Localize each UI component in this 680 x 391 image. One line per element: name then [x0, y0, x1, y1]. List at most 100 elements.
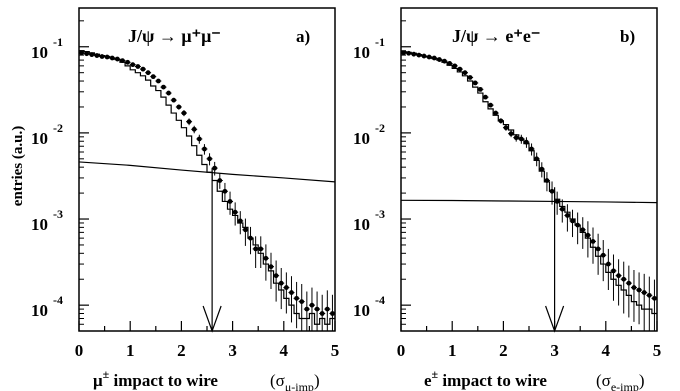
cut-arrow-head: [545, 305, 565, 333]
axis-ticks: [400, 20, 658, 331]
x-tick-label: 4: [602, 341, 611, 360]
x-axis-label: e± impact to wire: [424, 367, 547, 390]
data-point: [150, 74, 156, 80]
data-point: [406, 50, 412, 56]
data-point: [631, 285, 637, 290]
data-point: [94, 53, 100, 58]
data-point: [161, 84, 166, 90]
data-point: [565, 213, 570, 218]
data-point: [294, 295, 299, 301]
x-axis-label-superscript: ±: [103, 367, 110, 381]
data-point: [483, 94, 488, 100]
data-point: [109, 55, 115, 61]
data-point: [196, 136, 202, 142]
data-point: [605, 261, 611, 267]
data-point: [554, 199, 560, 204]
data-point: [621, 276, 627, 282]
x-axis-label-text: impact to wire: [438, 371, 547, 390]
panel-title: J/ψ → μ⁺μ⁻: [128, 26, 221, 46]
x-axis-unit-subscript: e-imp: [611, 380, 639, 391]
data-point: [202, 146, 207, 152]
y-tick-label-base: 10: [31, 129, 48, 148]
y-tick-label-base: 10: [353, 215, 370, 234]
background-curve: [78, 161, 336, 183]
x-tick-label: 3: [228, 341, 237, 360]
data-point: [212, 165, 218, 171]
data-point: [513, 135, 519, 141]
data-point: [324, 306, 330, 312]
x-tick-label: 4: [280, 341, 289, 360]
data-point: [600, 252, 606, 258]
data-point: [135, 64, 141, 69]
y-tick-label-base: 10: [31, 215, 48, 234]
background-curve: [400, 199, 658, 204]
x-tick-label: 5: [653, 341, 662, 360]
x-tick-label: 0: [397, 341, 406, 360]
panel-title: J/ψ → e⁺e⁻: [452, 26, 540, 46]
data-point: [457, 66, 463, 72]
y-axis-label: entries (a.u.): [10, 126, 26, 206]
y-tick-label-exponent: -4: [375, 293, 385, 307]
data-point: [273, 273, 279, 279]
cut-arrow: [545, 187, 565, 333]
data-point: [595, 246, 601, 252]
data-point: [243, 227, 248, 233]
data-point: [539, 166, 545, 172]
data-point: [155, 78, 161, 84]
y-tick-label-exponent: -1: [375, 35, 385, 49]
y-tick-labels: 10 -1 10 -2 10 -3 10 -4: [31, 35, 63, 320]
data-point: [237, 218, 243, 224]
data-point: [493, 110, 499, 116]
data-point: [467, 75, 473, 80]
data-point: [89, 52, 95, 58]
data-point: [575, 222, 581, 228]
data-point: [330, 311, 335, 316]
data-point: [125, 59, 131, 65]
data-point: [304, 306, 310, 312]
cut-arrow: [202, 168, 222, 333]
data-point: [411, 51, 417, 57]
data-point: [120, 58, 125, 64]
panel-b: 10 -1 10 -2 10 -3 10 -4 0 1 2 3 4 5 J/ψ → e⁺e⁻ b) e±…: [353, 7, 662, 391]
x-axis-unit: (σμ-imp): [270, 371, 320, 391]
axis-ticks: [78, 20, 336, 331]
data-point: [181, 110, 187, 116]
data-point: [140, 66, 146, 72]
panel-a: 10 -1 10 -2 10 -3 10 -4 0 1 2 3 4 5 J/ψ → μ⁺μ⁻ a) μ±…: [31, 7, 340, 391]
y-tick-label-base: 10: [31, 301, 48, 320]
x-tick-labels: 0 1 2 3 4 5: [75, 341, 340, 360]
data-point: [498, 118, 504, 124]
data-point: [426, 54, 432, 60]
data-point: [641, 290, 647, 295]
y-tick-label-exponent: -3: [53, 207, 63, 221]
data-point: [104, 54, 110, 60]
data-point: [176, 104, 182, 110]
x-axis-unit-subscript: μ-imp: [285, 380, 314, 391]
data-point: [263, 255, 269, 261]
background-curve-line: [400, 199, 658, 204]
data-point: [314, 306, 320, 312]
data-point: [115, 56, 120, 62]
data-point: [529, 146, 534, 152]
data-point: [488, 102, 493, 108]
data-point: [222, 188, 228, 194]
x-axis-label-text: impact to wire: [109, 371, 218, 390]
x-axis-unit-open: (σ: [596, 371, 611, 390]
data-point: [207, 156, 212, 162]
x-tick-label: 1: [448, 341, 457, 360]
data-point: [191, 126, 197, 132]
data-point: [503, 125, 509, 131]
data-point: [431, 55, 437, 61]
data-point: [452, 63, 458, 69]
data-point: [580, 227, 586, 233]
data-point: [166, 90, 172, 96]
y-tick-label-base: 10: [353, 301, 370, 320]
panel-label: b): [620, 27, 635, 46]
data-point: [232, 209, 238, 215]
data-point: [549, 188, 555, 194]
y-tick-label-exponent: -1: [53, 35, 63, 49]
x-tick-label: 2: [499, 341, 508, 360]
x-axis-unit-close: ): [639, 371, 645, 390]
y-tick-labels: 10 -1 10 -2 10 -3 10 -4: [353, 35, 385, 320]
